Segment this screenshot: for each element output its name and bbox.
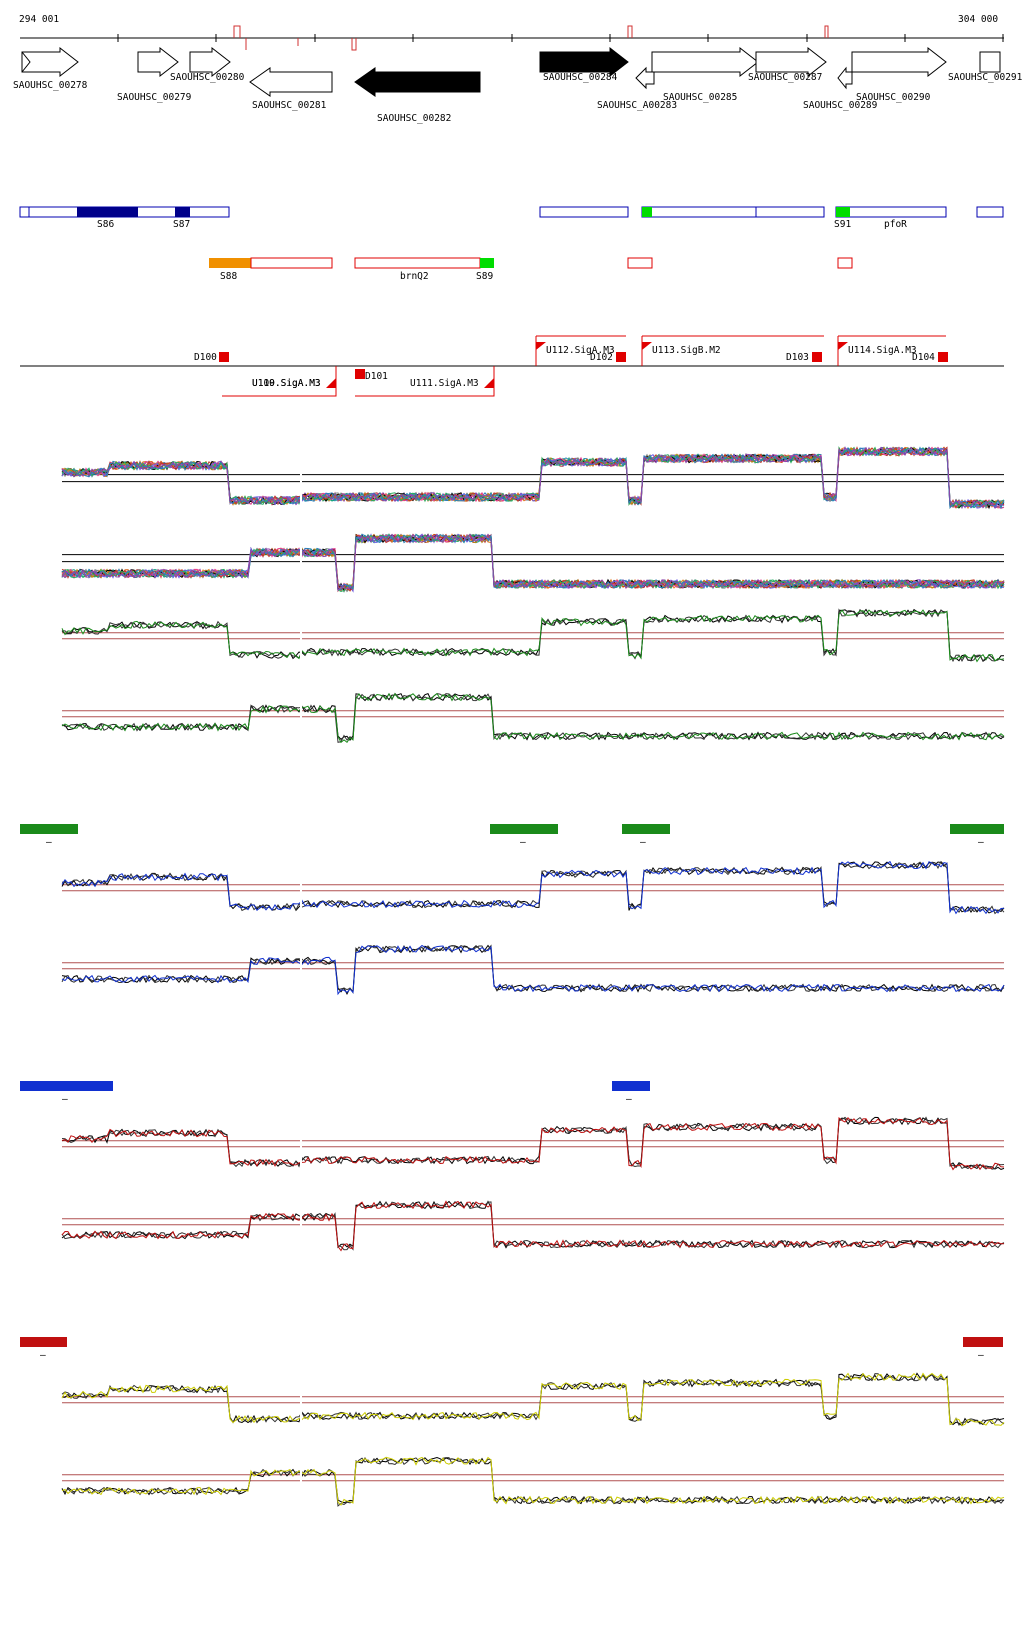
- segment-label: S87: [173, 219, 190, 230]
- feature-label: U113.SigB.M2: [652, 345, 721, 356]
- expression-trace: [61, 1117, 1005, 1171]
- feature-track: D100 D101 D102 D103 D104 U110.SigA.M3 U1…: [20, 335, 1004, 397]
- feature-label: U114.SigA.M3: [848, 345, 917, 356]
- gene-arrow: [837, 66, 853, 90]
- expression-panel: [61, 606, 1005, 674]
- gene-label: SAOUHSC_00287: [748, 72, 822, 83]
- gene-label: SAOUHSC_00289: [803, 100, 878, 111]
- expression-trace: [61, 692, 1005, 743]
- expression-trace: [61, 533, 1005, 592]
- feature-label: U112.SigA.M3: [546, 345, 615, 356]
- gene-arrow: [851, 46, 947, 78]
- gene-label: SAOUHSC_00284: [543, 72, 618, 83]
- feature-label: U110.SigA.M3: [252, 378, 321, 389]
- feature-label: U109.SigA.M3: [252, 378, 321, 389]
- expression-panel: [61, 1370, 1005, 1438]
- expression-trace: [61, 446, 1005, 510]
- gene-label: SAOUHSC_00280: [170, 72, 245, 83]
- segment-label: S91: [834, 219, 851, 230]
- feature-label: D102: [590, 352, 613, 363]
- feature-label: D100: [194, 352, 217, 363]
- condition-marker-label: –: [978, 1350, 984, 1361]
- feature-label: D101: [365, 371, 388, 382]
- gene-label: SAOUHSC_00278: [13, 80, 88, 91]
- feature-label: D104: [912, 352, 935, 363]
- gene-label: SAOUHSC_A00283: [597, 100, 677, 111]
- condition-marker-label: –: [978, 837, 984, 848]
- expression-trace: [61, 944, 1005, 995]
- gene-arrow: [21, 46, 79, 78]
- expression-trace: [61, 1373, 1005, 1426]
- gene-arrow: [651, 46, 759, 78]
- gene-label: SAOUHSC_00291: [948, 72, 1023, 83]
- gene-arrow: [189, 46, 231, 78]
- segment-label: brnQ2: [400, 271, 429, 282]
- expression-panel: [61, 684, 1005, 752]
- expression-trace: [61, 446, 1005, 509]
- gene-arrow: [635, 66, 655, 90]
- expression-trace: [61, 446, 1004, 509]
- expression-panels: [61, 444, 1005, 1516]
- expression-panel: [61, 524, 1005, 602]
- condition-marker-label: –: [40, 1350, 46, 1361]
- expression-panel: [61, 1192, 1005, 1260]
- expression-trace: [61, 446, 1005, 509]
- ruler-start-label: 294 001: [19, 14, 59, 25]
- expression-trace: [61, 609, 1005, 663]
- gene-label: SAOUHSC_00281: [252, 100, 327, 111]
- gene-arrow-filled: [354, 67, 481, 97]
- expression-trace: [61, 446, 1005, 509]
- gene-label: SAOUHSC_00279: [117, 92, 192, 103]
- condition-marker-label: –: [520, 837, 526, 848]
- expression-trace: [61, 1372, 1005, 1427]
- condition-marker-label: –: [640, 837, 646, 848]
- gene-arrow: [137, 46, 179, 78]
- condition-marker-label: –: [62, 1094, 68, 1105]
- expression-panel: [61, 1448, 1005, 1516]
- expression-trace: [61, 608, 1004, 663]
- expression-trace: [61, 608, 1005, 663]
- gene-labels: SAOUHSC_00278 SAOUHSC_00279 SAOUHSC_0028…: [13, 72, 1023, 124]
- gene-arrow: [249, 67, 333, 97]
- expression-panel: [61, 936, 1005, 1004]
- expression-trace: [61, 1456, 1005, 1507]
- feature-label: D103: [786, 352, 809, 363]
- segment-track-plus: S86 S87 S91 pfoR: [19, 206, 1004, 230]
- expression-panel: [61, 1114, 1005, 1182]
- gene-arrow: [755, 46, 827, 78]
- segment-track-minus: S88 brnQ2 S89: [209, 257, 853, 282]
- expression-trace: [61, 1456, 1005, 1506]
- condition-marker-label: –: [626, 1094, 632, 1105]
- expression-trace: [61, 1372, 1005, 1427]
- expression-trace: [61, 860, 1005, 915]
- expression-trace: [61, 446, 1005, 510]
- expression-trace: [61, 944, 1005, 996]
- expression-trace: [61, 692, 1005, 744]
- expression-trace: [61, 1200, 1005, 1252]
- gene-label: SAOUHSC_00290: [856, 92, 931, 103]
- ruler-end-label: 304 000: [958, 14, 998, 25]
- segment-label: S89: [476, 271, 493, 282]
- expression-panel: [61, 444, 1005, 522]
- expression-trace: [61, 861, 1005, 914]
- expression-trace: [61, 533, 1005, 592]
- gene-label: SAOUHSC_00285: [663, 92, 737, 103]
- gene-arrow: [979, 51, 1001, 73]
- gene-label: SAOUHSC_00282: [377, 113, 451, 124]
- expression-panel: [61, 858, 1005, 926]
- expression-trace: [61, 860, 1005, 915]
- position-ruler: 294 001 304 000: [19, 14, 1004, 51]
- gene-track: [21, 46, 1001, 97]
- segment-label: S86: [97, 219, 114, 230]
- condition-markers: – – – – – – – –: [20, 824, 1004, 1361]
- feature-label: U111.SigA.M3: [410, 378, 479, 389]
- expression-trace: [61, 446, 1005, 510]
- condition-marker-label: –: [46, 837, 52, 848]
- segment-label: S88: [220, 271, 237, 282]
- segment-label: pfoR: [884, 219, 907, 230]
- expression-trace: [61, 1200, 1005, 1251]
- gene-arrow-filled: [539, 46, 629, 78]
